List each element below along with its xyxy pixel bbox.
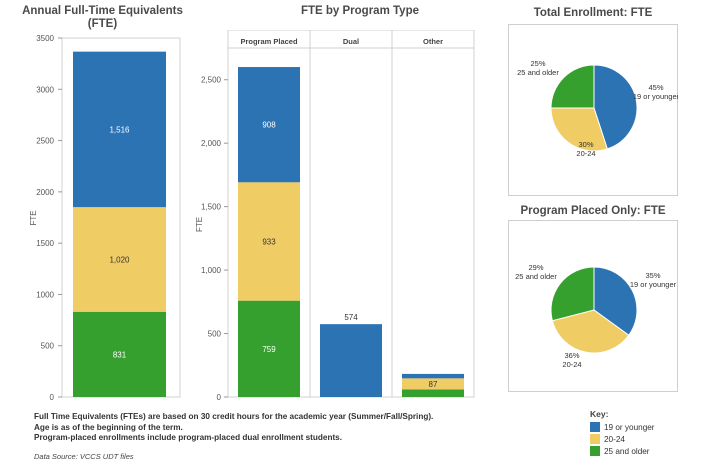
legend-item: 20-24 [590,433,655,445]
program-placed-pie: 35%19 or younger 36%20-24 29%25 and older [515,263,677,369]
bar-segment [73,207,166,312]
y-tick-label: 0 [217,393,222,402]
bar-value-label: 831 [113,350,127,359]
pie-slice [550,64,595,109]
legend: Key: 19 or younger 20-24 25 and older [590,409,655,457]
annual-fte-title-line1: Annual Full-Time Equivalents [22,5,183,17]
pie-pct-label: 36% [564,351,579,360]
legend-item: 19 or younger [590,421,655,433]
program-placed-title-suffix: : FTE [636,205,666,217]
pie-slice [550,266,595,322]
legend-item: 25 and older [590,445,655,457]
pie-name-label: 25 and older [517,68,559,77]
footnotes: Full Time Equivalents (FTEs) are based o… [34,412,433,444]
data-source: Data Source: VCCS UDT files [34,452,134,461]
annual-fte-title-line2: (FTE) [87,18,118,30]
program-placed-title: Program Placed Only: FTE [508,205,678,218]
legend-swatch-young [590,422,600,432]
pie-pct-label: 45% [648,83,663,92]
legend-label: 20-24 [604,434,625,444]
y-tick-label: 1,000 [201,266,222,275]
bar-segment [73,51,166,208]
total-enrollment-title: Total Enrollment: FTE [508,7,678,20]
y-axis-title: FTE [29,210,38,225]
y-tick-label: 500 [41,342,55,351]
bar-segment [402,373,464,379]
y-tick-label: 2,000 [201,139,222,148]
legend-swatch-old [590,446,600,456]
legend-title: Key: [590,409,609,419]
pie-name-label: 25 and older [515,272,557,281]
bar-value-label: 87 [429,380,438,389]
bar-value-label: 759 [262,345,276,354]
pie-name-label: 20-24 [576,149,595,158]
pie-name-label: 19 or younger [633,92,678,101]
bar-segment [238,67,300,183]
bar-segment [238,300,300,397]
pie-pct-label: 35% [645,271,660,280]
total-enrollment-title-suffix: : FTE [623,7,653,19]
annual-fte-title: Annual Full-Time Equivalents (FTE) [15,5,190,31]
pie-slice [551,309,630,354]
y-tick-label: 500 [208,330,222,339]
y-tick-label: 1000 [36,290,54,299]
y-tick-label: 2500 [36,137,54,146]
pie-slice [593,266,638,336]
bar-segment [73,311,166,397]
bar-value-label: 1,516 [109,125,130,134]
y-axis-title: FTE [195,217,204,232]
y-tick-label: 3500 [36,34,54,43]
pie-slice [550,107,608,152]
program-type-chart: Program Placed Dual Other 0 500 1,000 1,500 2,0… [195,30,475,402]
y-tick-label: 1,500 [201,203,222,212]
program-placed-title-main: Program Placed Only [520,205,637,217]
category-label: Program Placed [240,37,298,46]
program-type-title: FTE by Program Type [300,5,419,17]
bar-value-label: 574 [344,313,358,322]
annual-fte-chart: 0 500 1000 1500 2000 2500 3000 3500 FTE 831 1,020 1… [29,34,181,402]
pie-slice [593,64,638,150]
y-tick-label: 2000 [36,188,54,197]
total-enrollment-pie: 45%19 or younger 30%20-24 25%25 and older [517,59,678,158]
footnote-1: Full Time Equivalents (FTEs) are based o… [34,412,434,421]
legend-label: 19 or younger [604,422,655,432]
pie-name-label: 20-24 [562,360,581,369]
legend-swatch-mid [590,434,600,444]
category-label: Other [423,37,443,46]
y-tick-label: 1500 [36,239,54,248]
bar-value-label: 933 [262,237,276,246]
y-tick-label: 3000 [36,85,54,94]
legend-label: 25 and older [604,446,650,456]
bar-value-label: 908 [262,121,276,130]
bar-segment [320,324,382,397]
total-enrollment-title-main: Total Enrollment [533,7,624,19]
footnote-2: Age is as of the beginning of the term. [34,422,183,432]
pie-pct-label: 30% [578,140,593,149]
y-tick-label: 2,500 [201,76,222,85]
bar-value-label: 1,020 [109,255,130,264]
pie-pct-label: 25% [530,59,545,68]
bar-segment [402,389,464,397]
bar-segment [238,182,300,301]
pie-pct-label: 29% [528,263,543,272]
footnote-3: Program-placed enrollments include progr… [34,433,342,442]
pie-name-label: 19 or younger [630,280,677,289]
y-tick-label: 0 [50,393,55,402]
bar-segment [402,378,464,390]
category-label: Dual [343,37,359,46]
